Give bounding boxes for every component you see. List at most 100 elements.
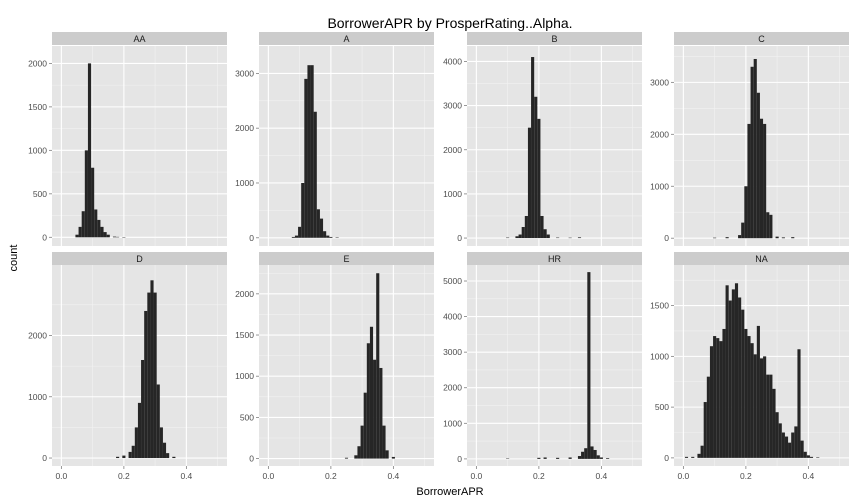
histogram-bar-a xyxy=(313,111,317,238)
x-tick-label: 0.4 xyxy=(595,471,607,481)
panel-background-e xyxy=(259,265,434,466)
histogram-bar-hr xyxy=(596,455,600,459)
facet-c: C 0 1000 2000 3000 xyxy=(650,32,849,246)
histogram-bar-na xyxy=(800,440,804,458)
y-tick-label: 3000 xyxy=(235,68,254,78)
histogram-bar-d xyxy=(122,455,126,459)
histogram-bar-b xyxy=(521,227,525,239)
histogram-bar-aa xyxy=(78,226,82,238)
histogram-bar-hr xyxy=(581,451,585,459)
histogram-bar-b xyxy=(524,215,528,239)
facet-aa: AA 0 500 1000 1500 2000 xyxy=(28,32,227,246)
histogram-bar-hr xyxy=(587,272,591,459)
histogram-bar-aa xyxy=(103,232,107,238)
y-tick-label: 2000 xyxy=(650,129,669,139)
x-tick-label: 0.2 xyxy=(533,471,545,481)
histogram-bar-d xyxy=(156,384,160,459)
histogram-bar-aa xyxy=(75,234,79,238)
histogram-bar-e xyxy=(344,457,349,459)
histogram-bar-hr xyxy=(543,457,547,459)
histogram-bar-na xyxy=(769,374,773,458)
histogram-bar-na xyxy=(775,412,779,458)
histogram-bar-e xyxy=(369,326,374,459)
histogram-bar-na xyxy=(722,328,726,458)
histogram-bar-na xyxy=(781,432,785,458)
histogram-bar-a xyxy=(319,218,324,238)
y-tick-label: 2000 xyxy=(28,58,47,68)
strip-label-b: B xyxy=(551,34,557,44)
strip-label-e: E xyxy=(343,254,349,264)
x-tick-label: 0.0 xyxy=(470,471,482,481)
y-tick-label: 1000 xyxy=(443,189,462,199)
x-tick-label: 0.4 xyxy=(387,471,399,481)
histogram-bar-na xyxy=(809,456,814,458)
histogram-bar-hr xyxy=(584,448,588,459)
histogram-bar-c xyxy=(750,66,754,239)
histogram-bar-c xyxy=(791,237,795,239)
histogram-bar-na xyxy=(747,336,751,458)
histogram-bar-na xyxy=(709,346,714,458)
strip-e xyxy=(259,252,434,265)
histogram-bar-c xyxy=(744,186,748,239)
histogram-bar-hr xyxy=(599,457,603,459)
histogram-bar-a xyxy=(316,209,320,238)
histogram-bar-c xyxy=(741,222,745,239)
histogram-bar-aa xyxy=(112,236,117,238)
histogram-bar-na xyxy=(806,455,810,458)
histogram-bar-na xyxy=(719,341,723,458)
histogram-bar-na xyxy=(700,445,704,458)
histogram-bar-d xyxy=(144,310,148,459)
histogram-bar-aa xyxy=(84,150,88,238)
y-tick-label: 0 xyxy=(42,453,47,463)
y-tick-label: 0 xyxy=(457,233,462,243)
histogram-bar-a xyxy=(304,78,308,238)
histogram-bar-d xyxy=(141,359,145,459)
panel-background-hr xyxy=(467,265,642,466)
x-tick-label: 0.2 xyxy=(118,471,130,481)
y-tick-label: 2000 xyxy=(443,383,462,393)
histogram-bar-d xyxy=(162,442,167,459)
y-tick-label: 0 xyxy=(249,233,254,243)
y-tick-label: 1000 xyxy=(235,178,254,188)
y-tick-label: 1000 xyxy=(650,351,669,361)
y-tick-label: 0 xyxy=(249,454,254,464)
histogram-bar-a xyxy=(329,236,333,238)
histogram-bar-a xyxy=(291,236,295,238)
facet-na: NA 0 500 1000 1500 0.0 0.2 0.4 xyxy=(650,252,849,481)
histogram-bar-e xyxy=(376,273,380,459)
histogram-bar-c xyxy=(775,236,779,239)
histogram-bar-na xyxy=(728,300,732,458)
histogram-bar-d xyxy=(131,445,135,459)
histogram-bar-b xyxy=(546,234,550,239)
histogram-bar-na xyxy=(763,356,767,458)
histogram-bar-e xyxy=(391,456,395,459)
strip-label-na: NA xyxy=(755,254,768,264)
histogram-bar-na xyxy=(713,336,717,458)
y-tick-label: 1500 xyxy=(235,330,254,340)
histogram-bar-a xyxy=(323,231,327,238)
y-tick-label: 2000 xyxy=(235,123,254,133)
histogram-bar-hr xyxy=(606,458,610,459)
histogram-bar-na xyxy=(741,309,745,458)
strip-label-aa: AA xyxy=(133,34,145,44)
histogram-bar-d xyxy=(147,292,151,459)
histogram-bar-na xyxy=(738,297,742,458)
y-tick-label: 500 xyxy=(240,412,254,422)
histogram-bar-na xyxy=(794,426,798,458)
histogram-bar-b xyxy=(527,127,532,239)
histogram-bar-na xyxy=(803,451,807,458)
histogram-bar-hr xyxy=(590,446,594,459)
y-tick-label: 0 xyxy=(664,453,669,463)
histogram-bar-hr xyxy=(537,457,541,459)
y-tick-label: 2000 xyxy=(443,145,462,155)
histogram-bar-b xyxy=(543,229,547,239)
x-tick-label: 0.0 xyxy=(677,471,689,481)
y-tick-label: 1500 xyxy=(28,102,47,112)
histogram-bar-aa xyxy=(87,63,92,238)
x-tick-label: 0.2 xyxy=(740,471,752,481)
histogram-bar-a xyxy=(310,65,314,238)
strip-d xyxy=(52,252,227,265)
histogram-bar-a xyxy=(294,235,299,238)
facet-hr: HR 0 1000 2000 3000 4000 5000 0.0 0.2 0.4 xyxy=(443,252,642,481)
histogram-bar-na xyxy=(750,343,754,458)
